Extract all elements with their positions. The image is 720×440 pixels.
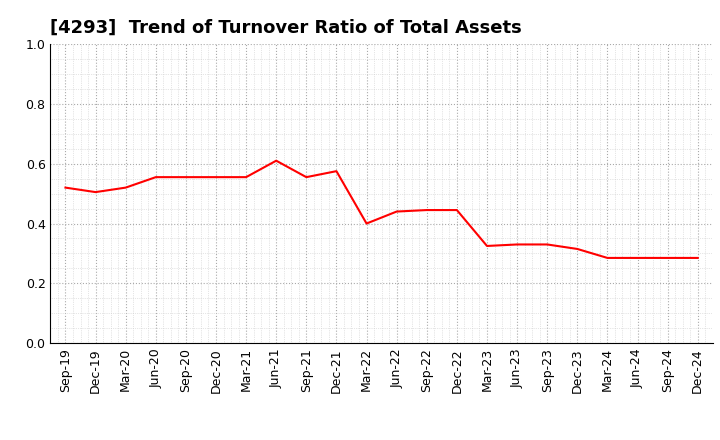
Text: [4293]  Trend of Turnover Ratio of Total Assets: [4293] Trend of Turnover Ratio of Total … <box>50 19 522 37</box>
